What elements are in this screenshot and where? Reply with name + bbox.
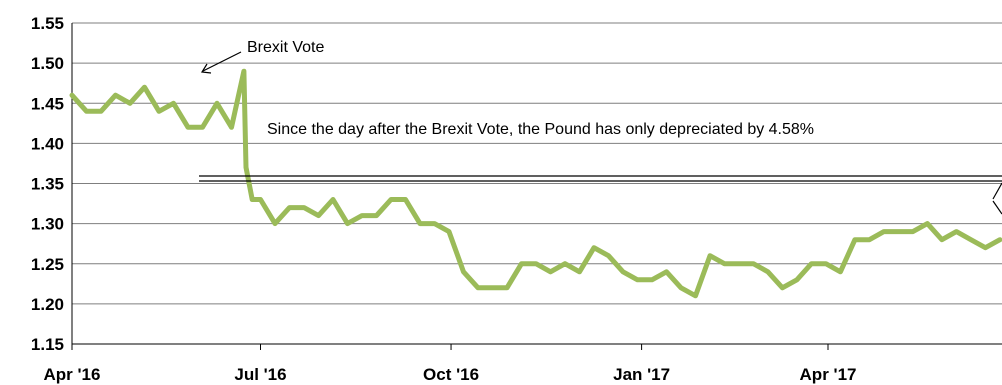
- grid: [72, 22, 1002, 305]
- y-tick-label: 1.35: [31, 175, 64, 194]
- y-tick-label: 1.20: [31, 295, 64, 314]
- depreciation-note: Since the day after the Brexit Vote, the…: [267, 121, 814, 138]
- x-tick-label: Jul '16: [234, 365, 286, 384]
- brexit-vote-arrow: [202, 51, 242, 72]
- y-tick-label: 1.50: [31, 54, 64, 73]
- x-tick-labels: Apr '16 Jul '16 Oct '16 Jan '17 Apr '17: [44, 365, 857, 384]
- x-tick-label: Oct '16: [423, 365, 479, 384]
- x-tick-label: Apr '17: [800, 365, 857, 384]
- reference-arrow-upper: [992, 182, 1002, 200]
- y-tick-label: 1.45: [31, 94, 64, 113]
- series-group: [69, 68, 1002, 299]
- y-tick-labels: 1.15 1.20 1.25 1.30 1.35 1.40 1.45 1.50 1.55: [31, 14, 64, 354]
- y-tick-label: 1.40: [31, 134, 64, 153]
- y-tick-label: 1.25: [31, 255, 64, 274]
- x-tick-label: Jan '17: [613, 365, 670, 384]
- reference-arrow-lower: [992, 200, 1002, 215]
- brexit-vote-label: Brexit Vote: [247, 39, 324, 56]
- axes: [71, 23, 1002, 350]
- series-line: [69, 68, 1002, 299]
- y-tick-label: 1.55: [31, 14, 64, 33]
- brexit-vote-arrowhead: [200, 63, 212, 74]
- annotations: Brexit Vote Since the day after the Brex…: [199, 39, 1002, 215]
- x-tick-label: Apr '16: [44, 365, 101, 384]
- y-tick-label: 1.30: [31, 215, 64, 234]
- y-tick-label: 1.15: [31, 335, 64, 354]
